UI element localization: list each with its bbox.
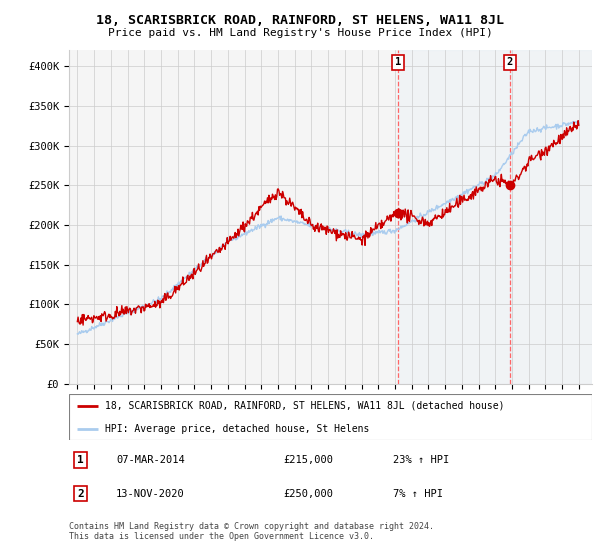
Text: 2: 2 <box>77 489 84 498</box>
Text: 1: 1 <box>77 455 84 465</box>
Text: 7% ↑ HPI: 7% ↑ HPI <box>394 489 443 498</box>
Text: 2: 2 <box>506 57 513 67</box>
Text: 18, SCARISBRICK ROAD, RAINFORD, ST HELENS, WA11 8JL: 18, SCARISBRICK ROAD, RAINFORD, ST HELEN… <box>96 14 504 27</box>
Text: 13-NOV-2020: 13-NOV-2020 <box>116 489 185 498</box>
Bar <box>398 50 510 384</box>
Text: £250,000: £250,000 <box>284 489 334 498</box>
Text: 1: 1 <box>395 57 401 67</box>
Text: Price paid vs. HM Land Registry's House Price Index (HPI): Price paid vs. HM Land Registry's House … <box>107 28 493 38</box>
Text: 07-MAR-2014: 07-MAR-2014 <box>116 455 185 465</box>
Text: 23% ↑ HPI: 23% ↑ HPI <box>394 455 449 465</box>
Text: HPI: Average price, detached house, St Helens: HPI: Average price, detached house, St H… <box>104 423 369 433</box>
Text: Contains HM Land Registry data © Crown copyright and database right 2024.
This d: Contains HM Land Registry data © Crown c… <box>69 522 434 542</box>
Text: 18, SCARISBRICK ROAD, RAINFORD, ST HELENS, WA11 8JL (detached house): 18, SCARISBRICK ROAD, RAINFORD, ST HELEN… <box>104 400 504 410</box>
Text: £215,000: £215,000 <box>284 455 334 465</box>
Bar <box>510 50 592 384</box>
